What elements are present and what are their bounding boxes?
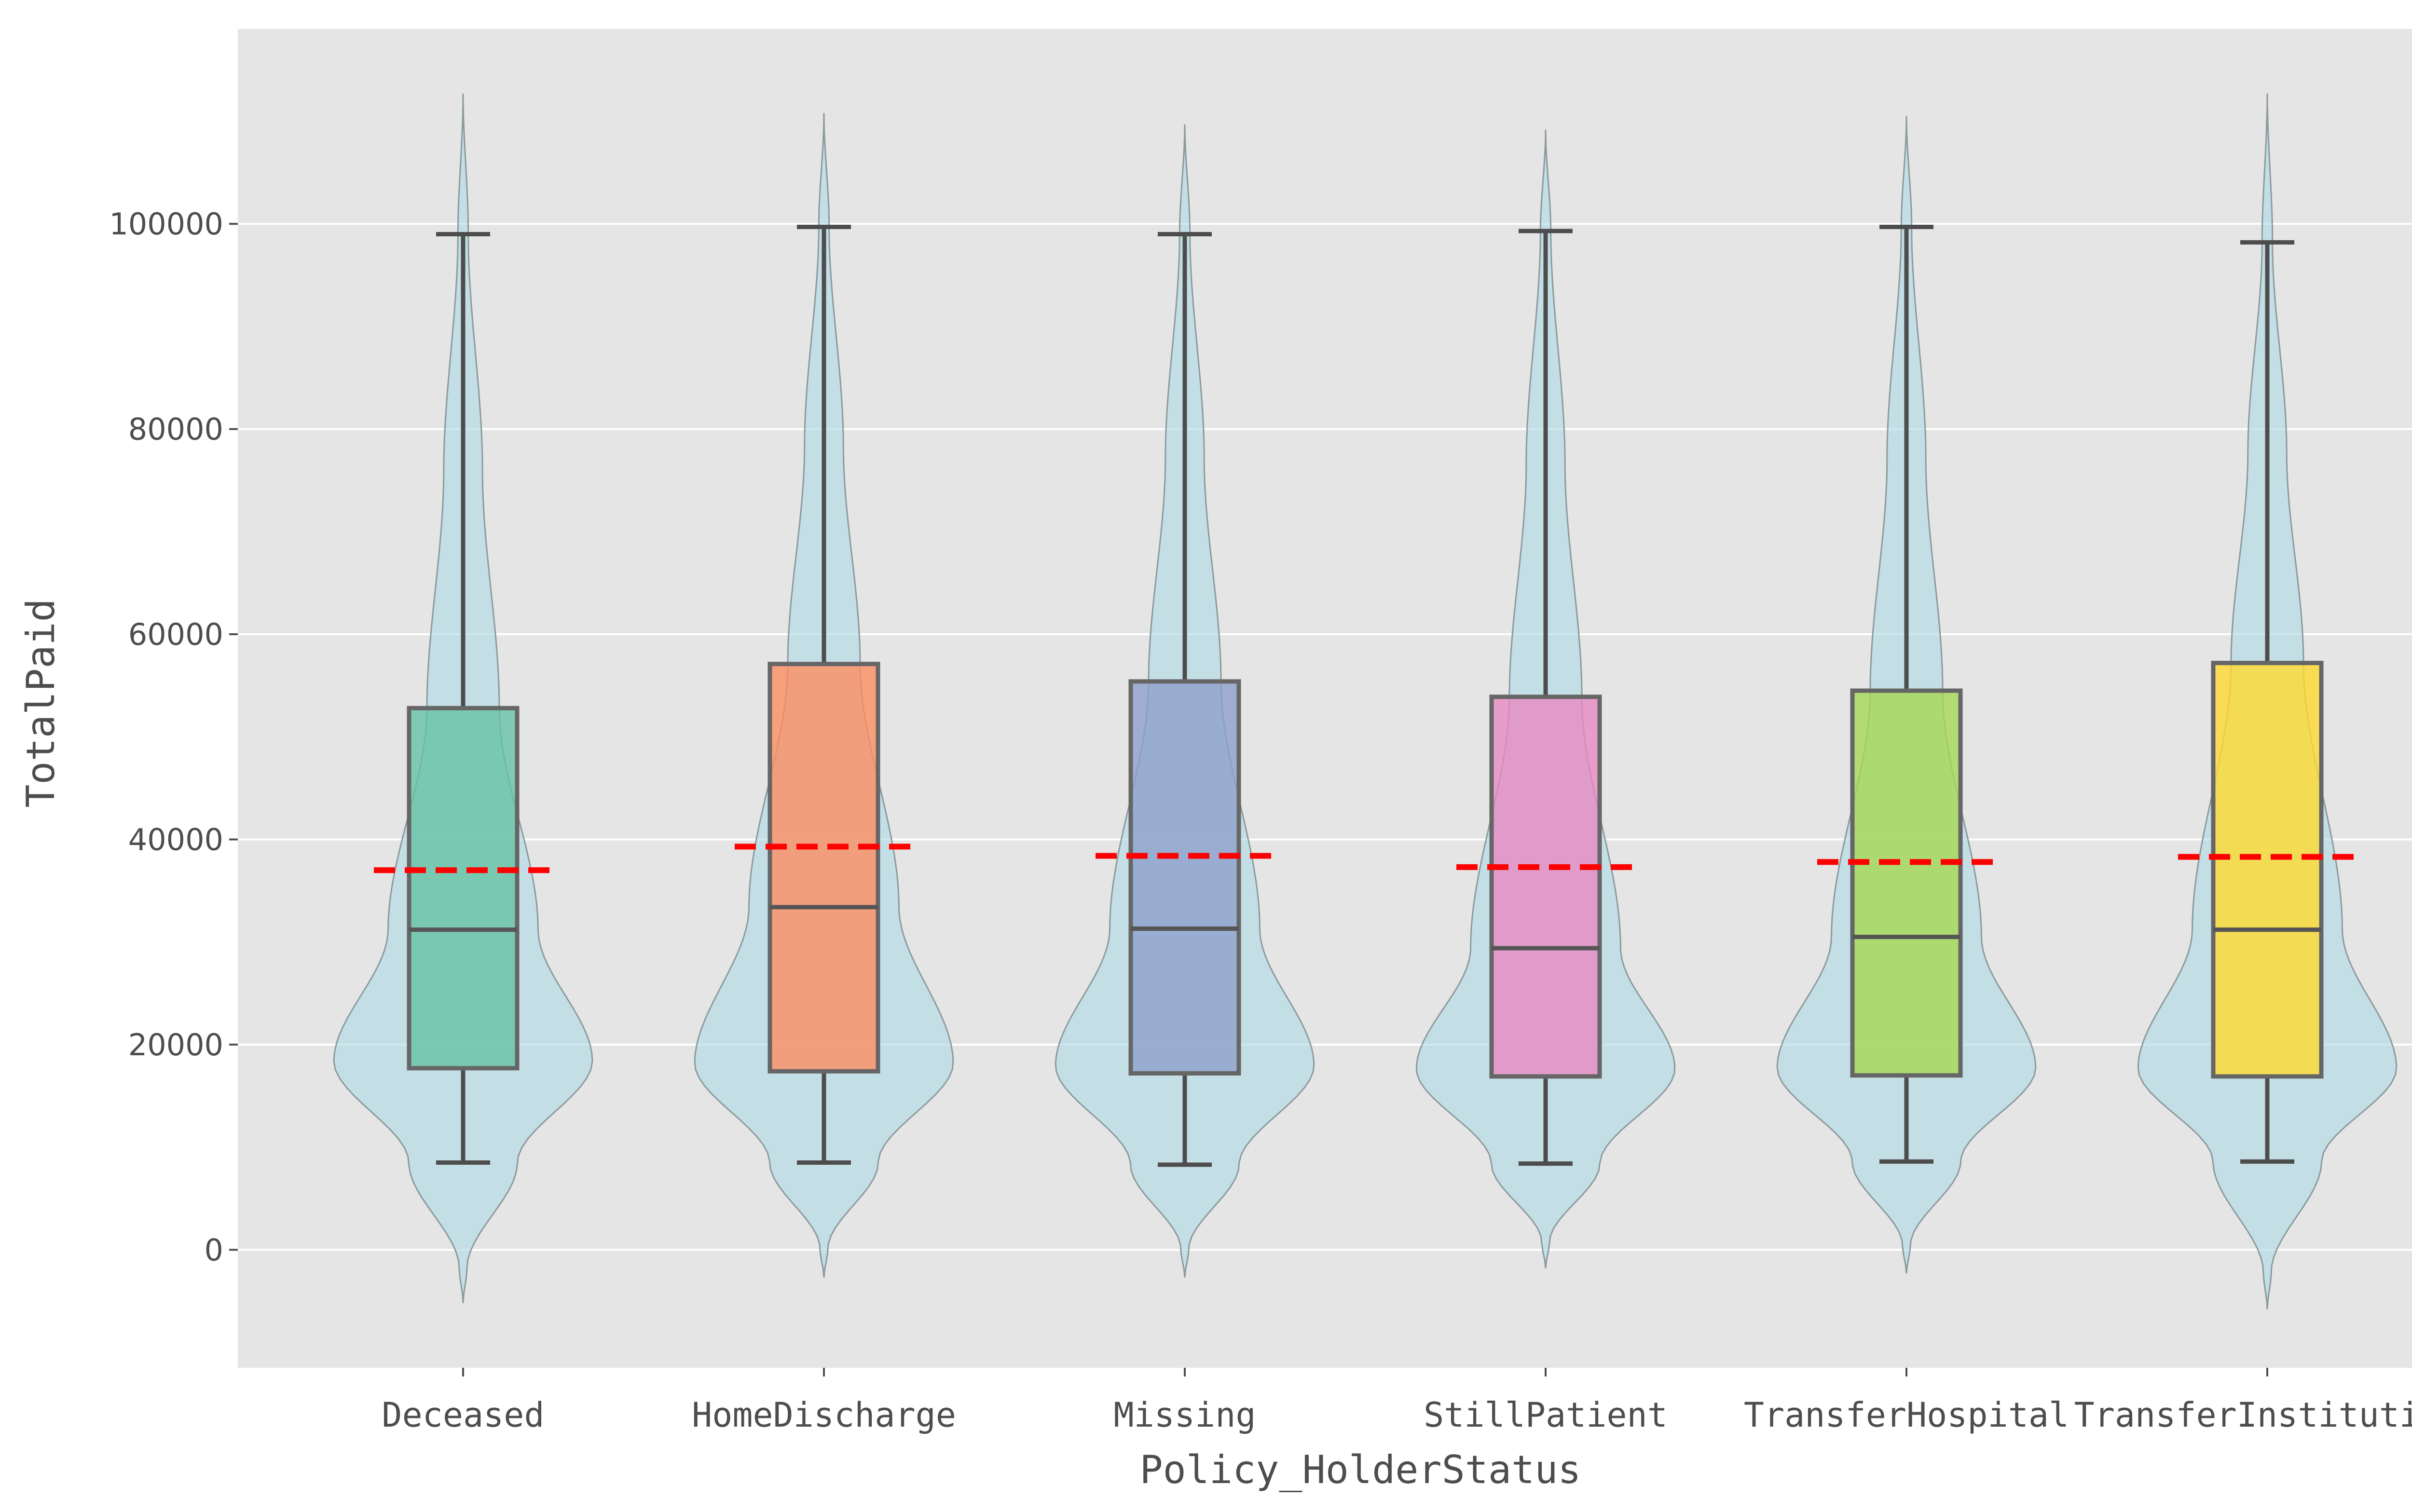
box-Missing: [1128, 679, 1241, 1076]
y-tick-label: 100000: [109, 206, 223, 242]
y-axis-title: TotalPaid: [18, 599, 63, 807]
x-tick-label: Deceased: [382, 1395, 544, 1435]
x-tick-labels: Deceased HomeDischarge Missing StillPatient…: [382, 1368, 2412, 1435]
box-TransferInstitution: [2211, 661, 2324, 1079]
plot-background: [238, 29, 2412, 1368]
grid-lines: [238, 223, 2412, 1251]
box-TransferHospital: [1850, 688, 1963, 1078]
box-Deceased: [407, 706, 520, 1071]
boxes: [407, 225, 2324, 1167]
y-tick-label: 80000: [128, 412, 223, 447]
y-tick-label: 40000: [128, 822, 223, 857]
y-tick-label: 60000: [128, 617, 223, 652]
x-tick-label: TransferInstitution: [2074, 1395, 2412, 1435]
x-tick-label: StillPatient: [1424, 1395, 1668, 1435]
y-tick-labels: 0 20000 40000 60000 80000 100000: [109, 206, 238, 1267]
x-tick-label: Missing: [1113, 1395, 1256, 1435]
x-axis-title: Policy_HolderStatus: [1139, 1447, 1581, 1492]
y-tick-label: 0: [205, 1232, 223, 1267]
box-StillPatient: [1489, 695, 1602, 1079]
x-tick-label: TransferHospital: [1744, 1395, 2069, 1435]
box-HomeDischarge: [767, 662, 880, 1074]
x-tick-label: HomeDischarge: [692, 1395, 956, 1435]
y-tick-label: 20000: [128, 1027, 223, 1062]
